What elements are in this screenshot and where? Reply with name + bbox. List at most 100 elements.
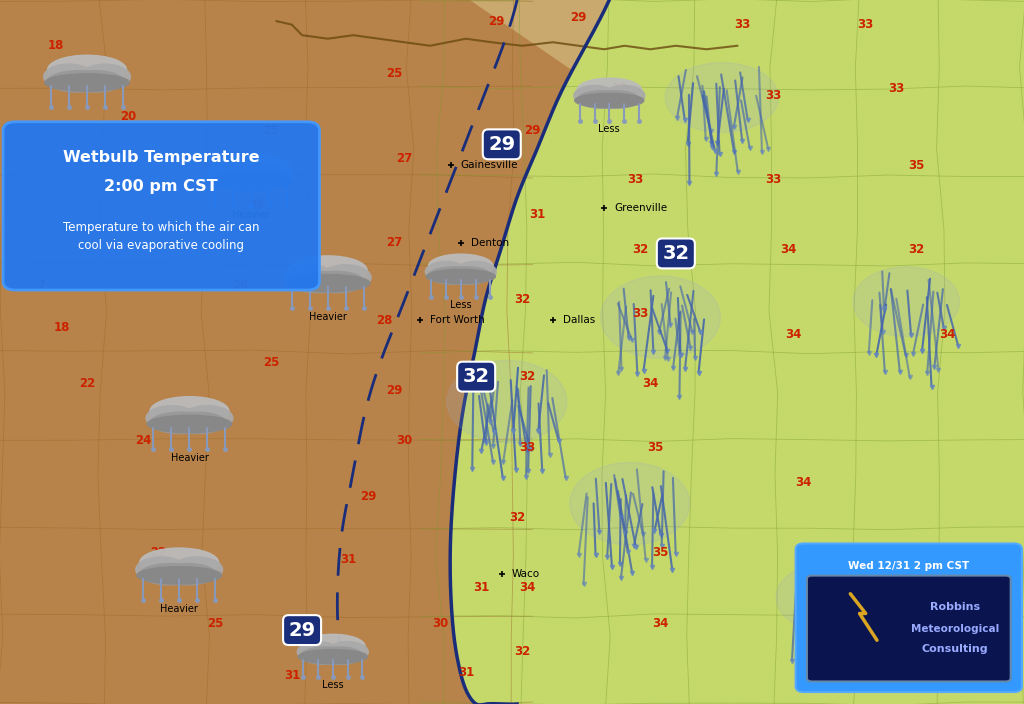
Ellipse shape bbox=[298, 650, 368, 664]
Text: 33: 33 bbox=[627, 173, 643, 186]
Ellipse shape bbox=[48, 55, 127, 84]
Ellipse shape bbox=[573, 85, 615, 106]
Ellipse shape bbox=[316, 647, 362, 665]
Text: Less: Less bbox=[322, 680, 344, 691]
Text: 34: 34 bbox=[642, 377, 658, 390]
Text: 32: 32 bbox=[509, 511, 525, 524]
Text: 31: 31 bbox=[458, 666, 474, 679]
Text: Heavier: Heavier bbox=[171, 453, 208, 463]
Text: 33: 33 bbox=[632, 307, 648, 320]
Ellipse shape bbox=[426, 270, 496, 284]
Text: 27: 27 bbox=[396, 152, 413, 165]
Text: Dallas: Dallas bbox=[563, 315, 595, 325]
Ellipse shape bbox=[321, 265, 371, 290]
Ellipse shape bbox=[231, 169, 288, 191]
Ellipse shape bbox=[244, 163, 294, 188]
Text: 20: 20 bbox=[120, 110, 136, 122]
Text: 32: 32 bbox=[908, 244, 925, 256]
Text: 32: 32 bbox=[514, 645, 530, 658]
Text: Consulting: Consulting bbox=[922, 644, 988, 654]
Ellipse shape bbox=[172, 557, 222, 582]
Ellipse shape bbox=[209, 172, 293, 190]
Ellipse shape bbox=[666, 63, 778, 132]
Text: Greenville: Greenville bbox=[614, 203, 668, 213]
Text: 34: 34 bbox=[785, 328, 802, 341]
Text: 30: 30 bbox=[396, 434, 413, 446]
Ellipse shape bbox=[150, 412, 212, 434]
Ellipse shape bbox=[44, 64, 94, 89]
Text: Denton: Denton bbox=[471, 238, 509, 248]
Text: 25: 25 bbox=[207, 617, 223, 629]
Text: Meteorological: Meteorological bbox=[911, 624, 999, 634]
Ellipse shape bbox=[446, 360, 567, 443]
Ellipse shape bbox=[150, 396, 229, 426]
Ellipse shape bbox=[327, 641, 369, 662]
Ellipse shape bbox=[577, 91, 628, 108]
Ellipse shape bbox=[444, 267, 490, 284]
Ellipse shape bbox=[80, 64, 130, 89]
Text: 34: 34 bbox=[939, 328, 955, 341]
Ellipse shape bbox=[136, 557, 186, 582]
Ellipse shape bbox=[211, 153, 291, 183]
Text: 29: 29 bbox=[524, 124, 541, 137]
Ellipse shape bbox=[425, 261, 467, 282]
Text: 25: 25 bbox=[386, 68, 402, 80]
Ellipse shape bbox=[429, 267, 479, 284]
Text: 31: 31 bbox=[473, 582, 489, 594]
Text: 24: 24 bbox=[135, 434, 152, 446]
Text: 26: 26 bbox=[232, 279, 249, 291]
Polygon shape bbox=[471, 0, 1024, 380]
Ellipse shape bbox=[146, 406, 197, 431]
FancyBboxPatch shape bbox=[3, 122, 319, 290]
Ellipse shape bbox=[289, 271, 350, 293]
Ellipse shape bbox=[603, 85, 645, 106]
Text: 32: 32 bbox=[463, 367, 489, 386]
Ellipse shape bbox=[308, 271, 365, 293]
Text: 29: 29 bbox=[386, 384, 402, 397]
Text: Heavier: Heavier bbox=[309, 313, 346, 322]
Text: Less: Less bbox=[598, 124, 621, 134]
Text: 29: 29 bbox=[488, 135, 515, 153]
Text: Waco: Waco bbox=[512, 569, 540, 579]
Ellipse shape bbox=[301, 634, 366, 658]
Text: 29: 29 bbox=[570, 11, 587, 24]
Text: 35: 35 bbox=[908, 159, 925, 172]
Ellipse shape bbox=[428, 254, 494, 278]
Text: 28: 28 bbox=[376, 314, 392, 327]
Text: 35: 35 bbox=[652, 546, 669, 559]
Ellipse shape bbox=[170, 412, 226, 434]
Text: 25: 25 bbox=[263, 356, 280, 369]
Text: 32: 32 bbox=[519, 370, 536, 383]
Ellipse shape bbox=[160, 563, 216, 585]
Ellipse shape bbox=[776, 562, 883, 632]
Ellipse shape bbox=[593, 91, 639, 108]
Text: 39: 39 bbox=[831, 596, 848, 608]
Ellipse shape bbox=[574, 94, 644, 108]
Ellipse shape bbox=[289, 256, 367, 285]
Text: 30: 30 bbox=[304, 617, 321, 629]
Ellipse shape bbox=[455, 261, 497, 282]
Text: 30: 30 bbox=[432, 617, 449, 629]
Text: 33: 33 bbox=[734, 18, 751, 31]
Ellipse shape bbox=[286, 275, 370, 292]
Text: 34: 34 bbox=[801, 638, 817, 650]
Text: 34: 34 bbox=[796, 476, 812, 489]
Text: 7: 7 bbox=[37, 279, 45, 291]
Ellipse shape bbox=[139, 563, 202, 585]
Text: Robbins: Robbins bbox=[930, 602, 980, 612]
Ellipse shape bbox=[211, 169, 273, 191]
Text: 33: 33 bbox=[857, 18, 873, 31]
Text: 32: 32 bbox=[663, 244, 689, 263]
Text: Less: Less bbox=[450, 300, 472, 310]
Ellipse shape bbox=[137, 567, 221, 584]
Text: 33: 33 bbox=[765, 173, 781, 186]
Text: 31: 31 bbox=[340, 553, 356, 566]
Text: Wetbulb Temperature: Wetbulb Temperature bbox=[62, 150, 260, 165]
Text: 18: 18 bbox=[48, 39, 65, 52]
Text: 29: 29 bbox=[289, 621, 315, 639]
Ellipse shape bbox=[297, 641, 339, 662]
Text: 32: 32 bbox=[632, 244, 648, 256]
Text: 33: 33 bbox=[519, 441, 536, 453]
Text: Wed 12/31 2 pm CST: Wed 12/31 2 pm CST bbox=[848, 560, 970, 571]
FancyBboxPatch shape bbox=[796, 543, 1022, 692]
